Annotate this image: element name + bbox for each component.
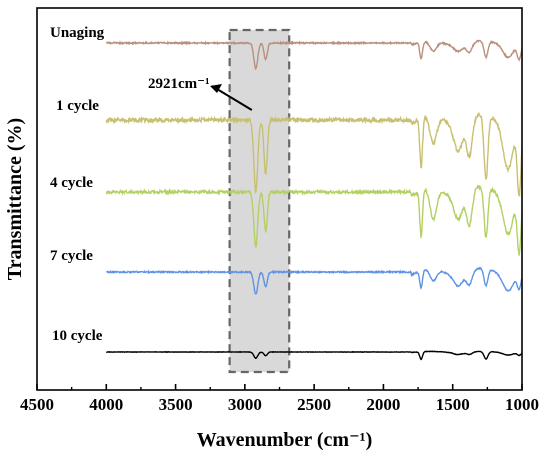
x-tick-label-1000: 1000 [505, 395, 539, 414]
x-tick-label-4000: 4000 [89, 395, 123, 414]
x-axis-title: Wavenumber (cm⁻¹) [197, 429, 373, 451]
y-axis-title: Transmittance (%) [4, 118, 26, 280]
series-label-10-cycle: 10 cycle [52, 328, 103, 344]
series-line-unaging [105, 39, 523, 70]
annotation-label: 2921cm⁻¹ [148, 76, 210, 92]
x-tick-label-3000: 3000 [228, 395, 262, 414]
series-line-7-cycle [106, 266, 523, 295]
series-line-1-cycle [105, 111, 523, 197]
series-line-10-cycle [105, 350, 523, 361]
series-label-4-cycle: 4 cycle [50, 175, 93, 191]
x-tick-label-2500: 2500 [297, 395, 331, 414]
label-layer: Unaging 1 cycle 4 cycle 7 cycle 10 cycle 2921… [50, 25, 253, 344]
x-tick-label-1500: 1500 [436, 395, 470, 414]
x-tick-label-3500: 3500 [159, 395, 193, 414]
x-tick-label-2000: 2000 [366, 395, 400, 414]
series-label-1-cycle: 1 cycle [56, 98, 99, 114]
annotation-arrowhead [210, 84, 222, 93]
frame-layer: 4500 4000 3500 3000 2500 2000 1500 1000 Wavenumb… [4, 7, 539, 451]
x-tick-label-4500: 4500 [20, 395, 54, 414]
series-label-unaging: Unaging [50, 25, 105, 41]
series-line-4-cycle [105, 184, 523, 256]
series-label-7-cycle: 7 cycle [50, 248, 93, 264]
series-layer [105, 39, 523, 361]
